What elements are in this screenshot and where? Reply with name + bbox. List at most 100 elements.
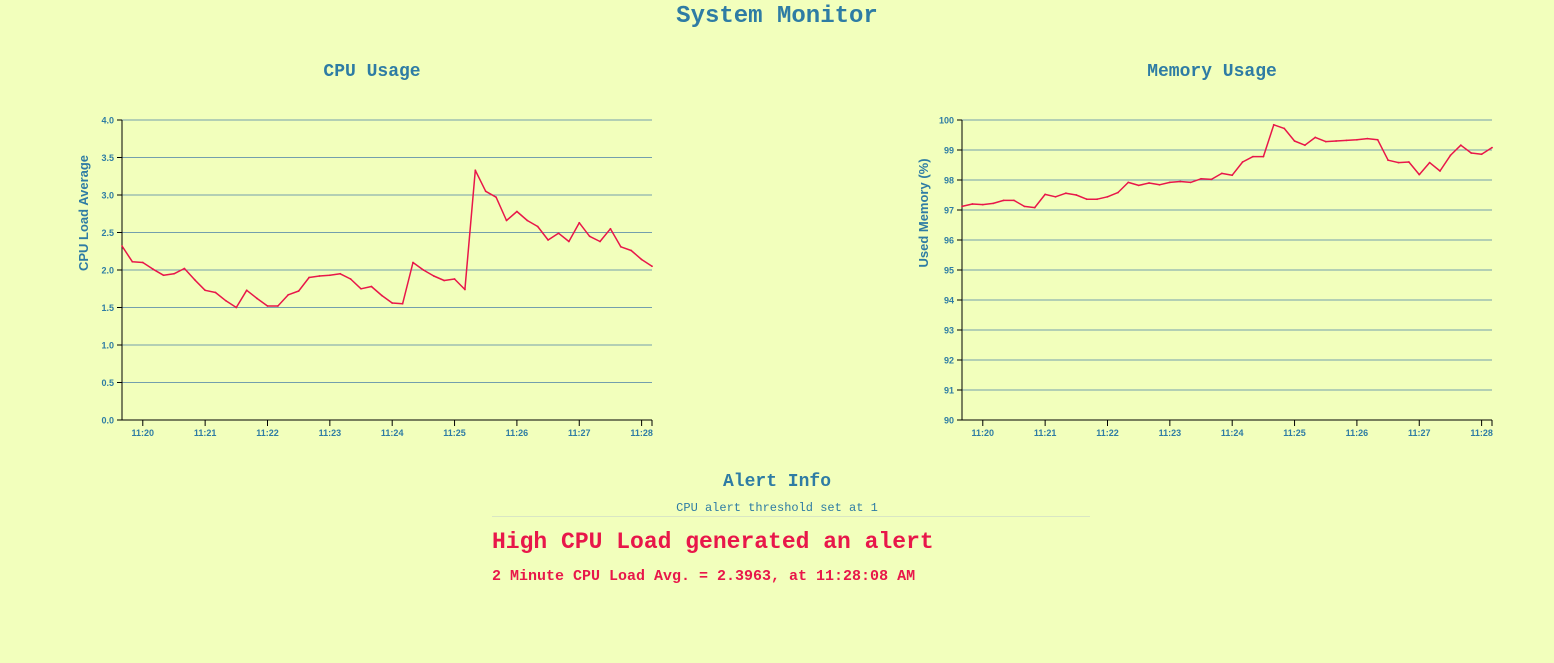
data-point (619, 245, 622, 248)
data-point (1241, 161, 1244, 163)
data-point (1106, 195, 1109, 198)
data-point (432, 275, 435, 277)
cpu-usage-chart: 0.0 0.5 1.0 1.5 2.0 2.5 3.0 3.5 4.0 11:20 11:21 11:… (76, 116, 653, 438)
x-tick-label: 11:25 (1283, 428, 1306, 438)
y-tick-label: 92 (944, 356, 954, 366)
y-tick-label: 2.0 (101, 266, 114, 276)
y-tick-label: 0.5 (101, 378, 114, 388)
data-point (609, 227, 612, 230)
data-point (630, 249, 633, 252)
data-point (266, 305, 269, 307)
x-tick-label: 11:21 (194, 428, 217, 438)
data-point (183, 267, 186, 270)
data-point (1366, 137, 1369, 140)
data-point (1002, 199, 1005, 202)
x-tick-label: 11:26 (1346, 428, 1369, 438)
data-point (1304, 144, 1306, 147)
data-point (1033, 206, 1036, 209)
data-point (1127, 181, 1130, 184)
data-point (1189, 181, 1192, 184)
data-point (1407, 161, 1410, 163)
data-point (225, 299, 227, 302)
data-point (1252, 155, 1254, 158)
data-point (339, 272, 342, 275)
y-tick-label: 94 (944, 296, 954, 306)
data-point (162, 274, 165, 277)
data-point (1335, 140, 1338, 142)
data-point (536, 225, 539, 228)
y-tick-label: 1.5 (101, 303, 114, 313)
x-tick-label: 11:24 (381, 428, 404, 438)
data-point (235, 306, 238, 309)
data-point (1262, 155, 1265, 158)
data-point (1272, 123, 1275, 126)
x-tick-label: 11:20 (132, 428, 155, 438)
data-point (992, 202, 995, 205)
data-point (360, 287, 362, 290)
y-tick-label: 3.0 (101, 191, 114, 201)
data-point (245, 289, 248, 292)
data-point (349, 278, 352, 280)
data-point (1210, 178, 1213, 181)
data-point (1168, 181, 1171, 184)
data-point (599, 240, 601, 243)
x-tick-label: 11:27 (1408, 428, 1431, 438)
data-point (1200, 177, 1202, 180)
data-point (453, 278, 456, 280)
data-point (204, 289, 207, 292)
data-point (547, 239, 549, 241)
data-point (961, 205, 963, 208)
x-tick-label: 11:21 (1034, 428, 1057, 438)
data-point (1480, 153, 1483, 156)
alert-info-title: Alert Info (722, 472, 832, 492)
y-tick-label: 3.5 (101, 153, 114, 163)
x-tick-label: 11:20 (972, 428, 995, 438)
y-tick-label: 0.0 (101, 416, 114, 426)
data-point (1356, 138, 1358, 141)
x-tick-label: 11:23 (319, 428, 342, 438)
data-point (141, 261, 144, 264)
page-title: System Monitor (676, 3, 878, 30)
data-point (1231, 174, 1234, 177)
data-point (412, 261, 414, 264)
data-point (1085, 198, 1088, 201)
data-point (1345, 139, 1348, 142)
data-point (308, 276, 310, 279)
alert-message: High CPU Load generated an alert (492, 529, 934, 555)
data-point (443, 279, 446, 282)
y-axis-label: Used Memory (%) (916, 158, 931, 267)
data-point (1220, 172, 1223, 175)
data-point (1314, 136, 1317, 139)
y-axis-label: CPU Load Average (76, 155, 91, 271)
data-point (1449, 154, 1452, 157)
data-point (193, 278, 196, 281)
data-point (981, 203, 984, 206)
y-tick-label: 98 (944, 176, 954, 186)
data-point (380, 294, 383, 297)
x-tick-label: 11:25 (443, 428, 466, 438)
data-point (401, 302, 404, 305)
data-point (1397, 161, 1400, 164)
data-point (1075, 194, 1078, 196)
data-point (1376, 138, 1379, 141)
cpu-chart-title: CPU Usage (323, 62, 421, 82)
data-point (318, 275, 321, 277)
data-point (495, 196, 498, 199)
x-tick-label: 11:28 (1470, 428, 1493, 438)
data-point (1096, 198, 1098, 201)
y-tick-label: 100 (939, 116, 954, 126)
series-line (121, 169, 653, 309)
data-point (971, 203, 974, 205)
data-point (1324, 140, 1327, 143)
data-point (276, 305, 279, 307)
y-tick-label: 1.0 (101, 341, 114, 351)
data-point (370, 285, 373, 288)
data-point (422, 269, 425, 271)
data-point (578, 221, 581, 224)
data-point (214, 291, 217, 294)
data-point (464, 288, 466, 291)
data-point (1044, 193, 1047, 196)
y-tick-label: 95 (944, 266, 954, 276)
x-tick-label: 11:24 (1221, 428, 1244, 438)
data-point (1428, 161, 1431, 164)
